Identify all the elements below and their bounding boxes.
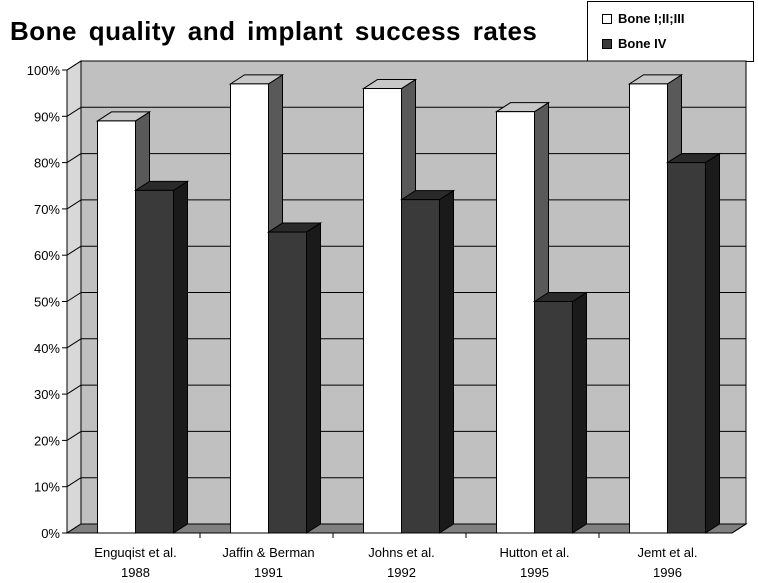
y-tick-label: 80%	[34, 156, 60, 171]
gridline-side	[66, 245, 82, 256]
bar-bone-1-2-3-2	[363, 88, 402, 534]
x-tick-label: Jemt et al.	[638, 545, 698, 560]
floor-edge	[731, 523, 747, 534]
x-tick-label-year: 1996	[653, 565, 682, 580]
legend-swatch-white	[602, 13, 612, 24]
chart-legend: Bone I;II;III Bone IV	[587, 1, 754, 62]
bar-bone-4-2	[401, 199, 440, 534]
bar-bone-1-2-3-4	[629, 83, 668, 534]
x-tick-label-year: 1988	[121, 565, 150, 580]
x-tick-label-year: 1992	[387, 565, 416, 580]
bar-bone-1-2-3-0	[97, 120, 136, 534]
x-tick-label: Hutton et al.	[499, 545, 569, 560]
bar-bone-4-4	[667, 162, 706, 534]
gridline-side	[66, 153, 82, 164]
y-tick-label: 20%	[34, 433, 60, 448]
gridline-side	[66, 292, 82, 302]
gridline-side	[66, 384, 82, 395]
legend-swatch-dark	[602, 38, 612, 49]
bar-bone-4-1	[268, 231, 307, 534]
y-tick-label: 30%	[34, 387, 60, 402]
y-tick-label: 10%	[34, 480, 60, 495]
y-tick-label: 50%	[34, 295, 60, 310]
bar-bone-4-4-side	[705, 152, 720, 534]
gridline-side	[66, 430, 82, 441]
x-tick-label-year: 1995	[520, 565, 549, 580]
bar-bone-1-2-3-1	[230, 83, 269, 534]
y-tick-label: 40%	[34, 341, 60, 356]
x-tick-label: Johns et al.	[368, 545, 435, 560]
bar-bone-4-0	[135, 189, 174, 534]
gridline-side	[66, 60, 82, 71]
bar-bone-4-0-side	[173, 180, 188, 534]
y-tick-label: 0%	[41, 526, 60, 541]
x-tick-label: Jaffin & Berman	[222, 545, 314, 560]
y-tick-label: 60%	[34, 248, 60, 263]
legend-item-bone-4: Bone IV	[602, 36, 666, 51]
chart-title: Bone quality and implant success rates	[10, 16, 538, 46]
bar-bone-4-2-side	[439, 189, 454, 534]
gridline-side	[66, 106, 82, 117]
x-tick-label-year: 1991	[254, 565, 283, 580]
gridline-side	[66, 199, 82, 210]
bar-bone-4-3	[534, 301, 573, 534]
legend-item-bone-1-2-3: Bone I;II;III	[602, 11, 684, 26]
x-tick-label: Enguqist et al.	[94, 545, 176, 560]
legend-label: Bone I;II;III	[618, 11, 685, 26]
y-tick-label: 70%	[34, 202, 60, 217]
y-tick-label: 100%	[27, 63, 61, 78]
bar-bone-4-1-side	[306, 222, 321, 534]
legend-label: Bone IV	[618, 36, 667, 51]
gridline-side	[66, 338, 82, 349]
gridline-side	[66, 477, 82, 488]
bar-bone-4-3-side	[572, 291, 587, 534]
y-tick-label: 90%	[34, 109, 60, 124]
bar-bone-1-2-3-3	[496, 111, 535, 534]
